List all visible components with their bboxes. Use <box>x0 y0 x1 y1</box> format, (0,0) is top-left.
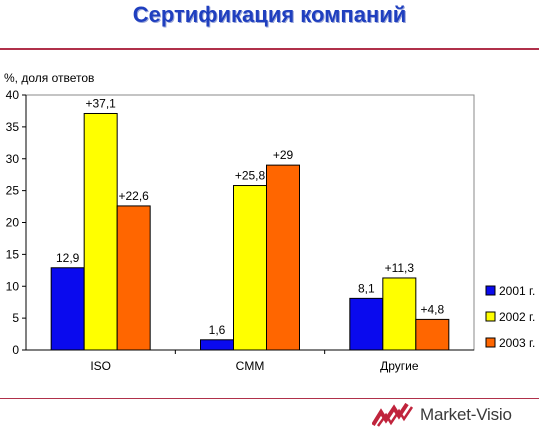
legend-swatch <box>485 311 496 322</box>
brand-name: Market-Visio <box>420 405 512 424</box>
top-divider <box>0 48 539 50</box>
data-label: +25,8 <box>235 169 266 183</box>
bottom-divider <box>0 398 539 399</box>
data-label: +37,1 <box>85 96 116 110</box>
bar <box>266 164 300 351</box>
data-label: 8,1 <box>358 281 375 295</box>
legend-swatch <box>485 337 496 348</box>
y-tick-label: 25 <box>6 184 20 198</box>
y-tick-label: 35 <box>6 120 20 134</box>
legend: 2001 г. 2002 г. 2003 г. <box>485 284 535 350</box>
legend-label: 2002 г. <box>499 310 535 324</box>
bar <box>116 205 151 351</box>
bar <box>382 277 417 351</box>
legend-label: 2003 г. <box>499 336 535 350</box>
legend-swatch <box>485 285 496 296</box>
y-tick-label: 20 <box>6 216 20 230</box>
y-tick-label: 5 <box>12 311 19 325</box>
bar <box>349 297 384 351</box>
bar <box>200 339 234 351</box>
data-label: +22,6 <box>118 189 149 203</box>
page-title: Сертификация компаний <box>132 2 407 27</box>
x-tick-label: ISO <box>90 359 111 373</box>
x-tick-label: CMM <box>236 359 265 373</box>
y-tick-label: 30 <box>6 152 20 166</box>
y-tick-label: 40 <box>6 88 20 102</box>
data-label: 1,6 <box>209 323 226 337</box>
brand-logo: Market-Visio <box>372 402 512 428</box>
bar <box>50 267 85 351</box>
y-tick-label: 10 <box>6 279 20 293</box>
bar <box>83 112 118 351</box>
y-axis-label: %, доля ответов <box>4 71 94 85</box>
data-label: +11,3 <box>385 261 415 275</box>
data-label: +4,8 <box>420 302 444 316</box>
bar-chart: %, доля ответов 0 5 10 15 20 25 30 35 40 ISO 12,9 +… <box>4 71 535 373</box>
x-tick-label: Другие <box>380 359 419 373</box>
bar <box>415 318 450 351</box>
market-visio-logo-icon <box>372 403 414 427</box>
data-label: 12,9 <box>56 251 80 265</box>
y-tick-label: 15 <box>6 247 20 261</box>
bar <box>233 185 267 351</box>
y-tick-label: 0 <box>12 343 19 357</box>
legend-label: 2001 г. <box>499 284 535 298</box>
data-label: +29 <box>273 148 294 162</box>
